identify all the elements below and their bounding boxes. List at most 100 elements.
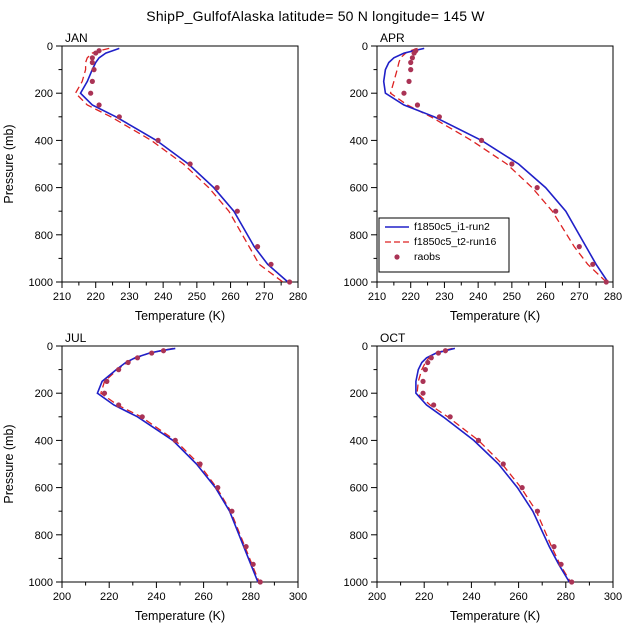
x-tick-label: 220 (402, 291, 420, 303)
raobs-point (268, 261, 274, 267)
raobs-point (172, 437, 178, 443)
x-tick-label: 230 (120, 291, 138, 303)
x-tick-label: 200 (53, 591, 71, 603)
x-tick-label: 240 (154, 291, 172, 303)
raobs-point (286, 279, 293, 285)
raobs-point (534, 185, 540, 191)
series-dots-raobs (420, 348, 575, 585)
y-tick-label: 0 (362, 341, 368, 353)
raobs-point (408, 59, 414, 66)
plot-frame (61, 45, 299, 283)
raobs-point (478, 137, 485, 143)
x-tick-label: 210 (53, 291, 71, 303)
raobs-point (104, 378, 110, 384)
raobs-point (116, 114, 122, 120)
y-tick-label: 400 (350, 435, 368, 447)
x-axis-label: Temperature (K) (135, 609, 225, 623)
series-dots-raobs (101, 348, 263, 585)
raobs-point (428, 355, 434, 361)
raobs-point (229, 508, 235, 514)
raobs-point (116, 402, 122, 408)
raobs-point (422, 367, 428, 373)
y-tick-label: 0 (47, 341, 53, 353)
raobs-point (215, 485, 221, 491)
chart-panel-oct: OCT 200 220 240 260 280 300 0 200 400 600 800 1000 Te… (315, 330, 630, 630)
series-line-f1850c5_t2-run16 (74, 47, 284, 283)
x-tick-label: 240 (469, 291, 487, 303)
x-tick-label: 300 (604, 591, 622, 603)
raobs-point (590, 261, 596, 267)
legend-label: f1850c5_t2-run16 (414, 236, 496, 248)
raobs-point (197, 461, 203, 467)
series-line-f1850c5_t2-run16 (389, 47, 607, 283)
y-tick-label: 200 (35, 388, 53, 400)
y-tick-label: 200 (350, 388, 368, 400)
y-tick-label: 1000 (29, 577, 53, 589)
series-line-f1850c5_i1-run2 (415, 347, 570, 583)
raobs-point (88, 90, 94, 96)
y-tick-label: 800 (350, 530, 368, 542)
x-tick-label: 270 (255, 291, 273, 303)
y-tick-label: 600 (350, 183, 368, 195)
panel-jan-plot: JAN 210 220 230 240 250 260 270 280 0 200 400 600 800… (2, 31, 307, 323)
panel-jul-plot: JUL 200 220 240 260 280 300 0 200 400 600 800 1000 Te… (2, 331, 307, 623)
chart-panel-jan: JAN 210 220 230 240 250 260 270 280 0 200 400 600 800… (0, 30, 315, 330)
y-tick-label: 400 (35, 435, 53, 447)
panel-title: OCT (380, 331, 406, 345)
raobs-point (442, 348, 449, 354)
x-tick-label: 280 (557, 591, 575, 603)
raobs-point (187, 161, 193, 167)
x-tick-label: 220 (87, 291, 105, 303)
raobs-point (519, 485, 525, 491)
raobs-point (116, 367, 122, 373)
panels-grid: JAN 210 220 230 240 250 260 270 280 0 200 400 600 800… (0, 30, 631, 630)
raobs-point (500, 461, 506, 467)
series-dots-raobs (88, 48, 293, 285)
series-line-f1850c5_t2-run16 (100, 347, 260, 583)
x-tick-label: 260 (509, 591, 527, 603)
series-line-f1850c5_i1-run2 (79, 47, 289, 283)
series-line-f1850c5_t2-run16 (416, 347, 572, 583)
x-tick-label: 250 (503, 291, 521, 303)
raobs-point (553, 208, 559, 214)
raobs-point (89, 55, 95, 61)
raobs-point (91, 67, 97, 73)
raobs-point (125, 359, 131, 366)
x-tick-label: 220 (100, 591, 118, 603)
x-tick-label: 220 (415, 591, 433, 603)
raobs-point (436, 114, 442, 120)
x-tick-label: 260 (221, 291, 239, 303)
chart-panel-jul: JUL 200 220 240 260 280 300 0 200 400 600 800 1000 Te… (0, 330, 315, 630)
raobs-point (155, 137, 161, 143)
x-axis-label: Temperature (K) (450, 309, 540, 323)
y-tick-label: 1000 (344, 577, 368, 589)
raobs-point (408, 67, 414, 73)
raobs-point (101, 390, 108, 396)
raobs-point (254, 244, 261, 250)
panel-oct-plot: OCT 200 220 240 260 280 300 0 200 400 600 800 1000 Te… (344, 331, 623, 623)
x-tick-label: 230 (435, 291, 453, 303)
raobs-point (551, 544, 557, 550)
legend-label: f1850c5_i1-run2 (414, 221, 490, 233)
raobs-point (149, 350, 155, 356)
y-tick-label: 200 (350, 88, 368, 100)
y-tick-label: 600 (35, 183, 53, 195)
panel-title: JAN (65, 31, 88, 45)
x-tick-label: 300 (289, 591, 307, 603)
series-line-f1850c5_i1-run2 (382, 47, 609, 283)
y-tick-label: 400 (35, 135, 53, 147)
raobs-point (96, 102, 102, 108)
raobs-point (139, 414, 145, 420)
raobs-point (214, 185, 220, 191)
raobs-point (401, 90, 407, 96)
x-tick-label: 240 (462, 591, 480, 603)
raobs-point (160, 348, 167, 354)
y-axis-label: Pressure (mb) (2, 424, 16, 503)
raobs-point (435, 350, 441, 356)
x-tick-label: 200 (368, 591, 386, 603)
raobs-point (603, 279, 609, 285)
raobs-point (420, 390, 426, 396)
raobs-point (257, 579, 263, 585)
series-dots-raobs (401, 48, 609, 285)
